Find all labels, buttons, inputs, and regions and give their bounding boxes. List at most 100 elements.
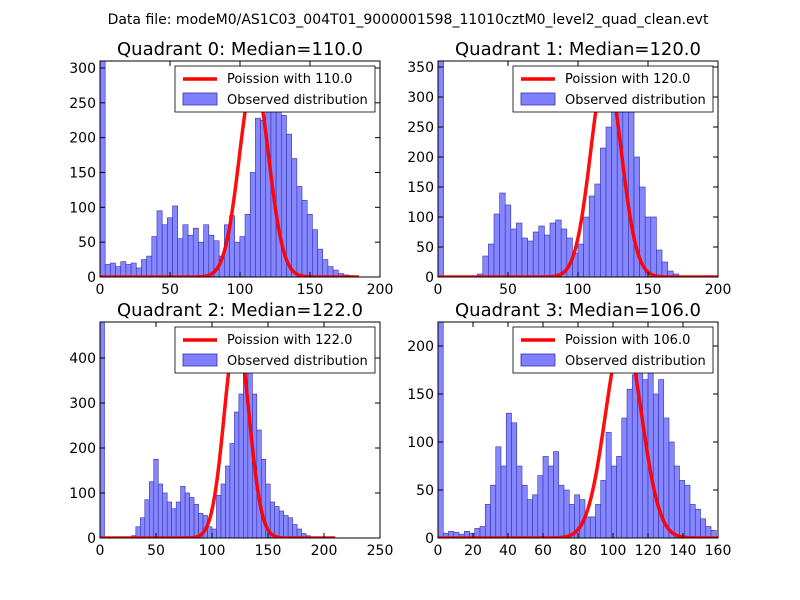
histogram-bar <box>274 506 280 538</box>
histogram-bar <box>694 508 701 538</box>
histogram-bar <box>287 517 293 538</box>
histogram-bar <box>558 484 565 538</box>
quadrant-1-chart: Quadrant 1: Median=120.0 0 50 100 150 200 0 50… <box>407 39 731 298</box>
legend-bar-label: Observed distribution <box>565 93 706 108</box>
figure-suptitle: Data file: modeM0/AS1C03_004T01_90000015… <box>108 12 709 28</box>
histogram-bar <box>211 528 217 538</box>
y-tick-label: 100 <box>407 210 434 226</box>
histogram-bar <box>180 485 186 538</box>
histogram-bar <box>549 222 556 277</box>
legend-bar-label: Observed distribution <box>565 354 706 369</box>
x-tick-label: 100 <box>199 543 226 559</box>
x-tick-label: 0 <box>434 543 443 559</box>
histogram-bar <box>198 241 204 277</box>
x-tick-label: 160 <box>705 543 732 559</box>
histogram-bar <box>312 229 318 277</box>
legend-bar-swatch <box>182 353 218 367</box>
y-tick-label: 250 <box>407 120 434 136</box>
histogram-bar <box>229 443 235 538</box>
legend-bar-swatch <box>182 92 218 106</box>
histogram-bar <box>100 322 105 538</box>
histogram-bar <box>553 451 560 538</box>
histogram-bar <box>542 456 549 538</box>
histogram-bar <box>177 238 184 277</box>
x-tick-label: 80 <box>569 543 587 559</box>
histogram-bar <box>286 133 292 277</box>
y-tick-label: 0 <box>87 531 96 547</box>
histogram-bar <box>322 259 329 277</box>
legend-bar-swatch <box>520 92 556 106</box>
y-tick-label: 0 <box>425 270 434 286</box>
histogram-bar <box>505 412 512 538</box>
quadrant-3-title: Quadrant 3: Median=106.0 <box>455 300 701 321</box>
histogram-bar <box>296 186 303 277</box>
histogram-bar <box>125 264 132 277</box>
histogram-bar <box>673 465 680 538</box>
histogram-bar <box>521 237 528 277</box>
y-tick-label: 50 <box>78 235 96 251</box>
histogram-bar <box>187 234 194 277</box>
poisson-curve <box>438 331 718 538</box>
histogram-bar <box>538 225 545 277</box>
histogram-bar <box>151 236 158 277</box>
y-tick-label: 300 <box>69 396 96 412</box>
histogram-bar <box>661 261 668 277</box>
histogram-bar <box>146 255 153 277</box>
quadrant-0-chart: Quadrant 0: Median=110.0 0 50 100 150 200 0 50… <box>69 39 393 298</box>
histogram-bar <box>220 483 226 538</box>
histogram-bar <box>171 508 177 538</box>
histogram-bar <box>668 441 675 538</box>
x-tick-label: 200 <box>705 282 732 298</box>
histogram-bar <box>182 224 189 277</box>
histogram-bar <box>249 172 256 277</box>
histogram-bar <box>144 499 150 538</box>
x-tick-label: 50 <box>147 543 165 559</box>
y-tick-label: 50 <box>416 483 434 499</box>
x-tick-label: 140 <box>670 543 697 559</box>
histogram-bar <box>626 388 633 538</box>
histogram-bar <box>291 158 298 277</box>
y-tick-label: 300 <box>69 61 96 77</box>
histogram-bar <box>110 262 116 277</box>
histogram-bar <box>521 484 528 538</box>
histogram-bar <box>532 494 539 538</box>
histogram-bar <box>162 492 168 538</box>
legend: Poission with 110.0 Observed distribution <box>174 65 376 113</box>
histogram-bar <box>594 183 601 277</box>
histogram-bar <box>605 432 612 538</box>
histogram-bar <box>499 192 506 277</box>
histogram-bar <box>438 322 444 538</box>
histogram-bar <box>589 516 596 538</box>
y-tick-label: 300 <box>407 90 434 106</box>
y-tick-label: 150 <box>407 387 434 403</box>
histogram-bar <box>621 417 628 538</box>
y-tick-label: 100 <box>69 486 96 502</box>
histogram-bar <box>203 224 210 277</box>
x-tick-label: 120 <box>635 543 662 559</box>
legend-bar-label: Observed distribution <box>227 93 368 108</box>
plot-area <box>438 322 718 538</box>
histogram-bar <box>493 213 500 277</box>
y-tick-label: 400 <box>69 351 96 367</box>
x-tick-label: 100 <box>600 543 627 559</box>
histogram-bar <box>104 264 111 277</box>
histogram-bar <box>153 458 159 538</box>
histogram-bar <box>679 480 686 538</box>
histogram-bar <box>292 524 298 538</box>
histogram-bar <box>628 102 635 277</box>
quadrant-2-title: Quadrant 2: Median=122.0 <box>117 300 363 321</box>
histogram-bar <box>216 494 222 538</box>
histogram-bar <box>527 240 534 277</box>
histogram-bar <box>255 117 261 277</box>
histogram-bar <box>631 374 638 538</box>
histogram-bar <box>577 243 584 277</box>
x-tick-label: 60 <box>534 543 552 559</box>
poisson-curve <box>100 331 337 538</box>
histogram-bar <box>647 360 654 538</box>
histogram-bar <box>120 261 127 277</box>
y-tick-label: 100 <box>407 435 434 451</box>
quadrant-2-chart: Quadrant 2: Median=122.0 0 50 100 150 200 250… <box>69 300 393 559</box>
histogram-bar <box>172 205 179 277</box>
legend: Poission with 120.0 Observed distribution <box>512 65 714 113</box>
